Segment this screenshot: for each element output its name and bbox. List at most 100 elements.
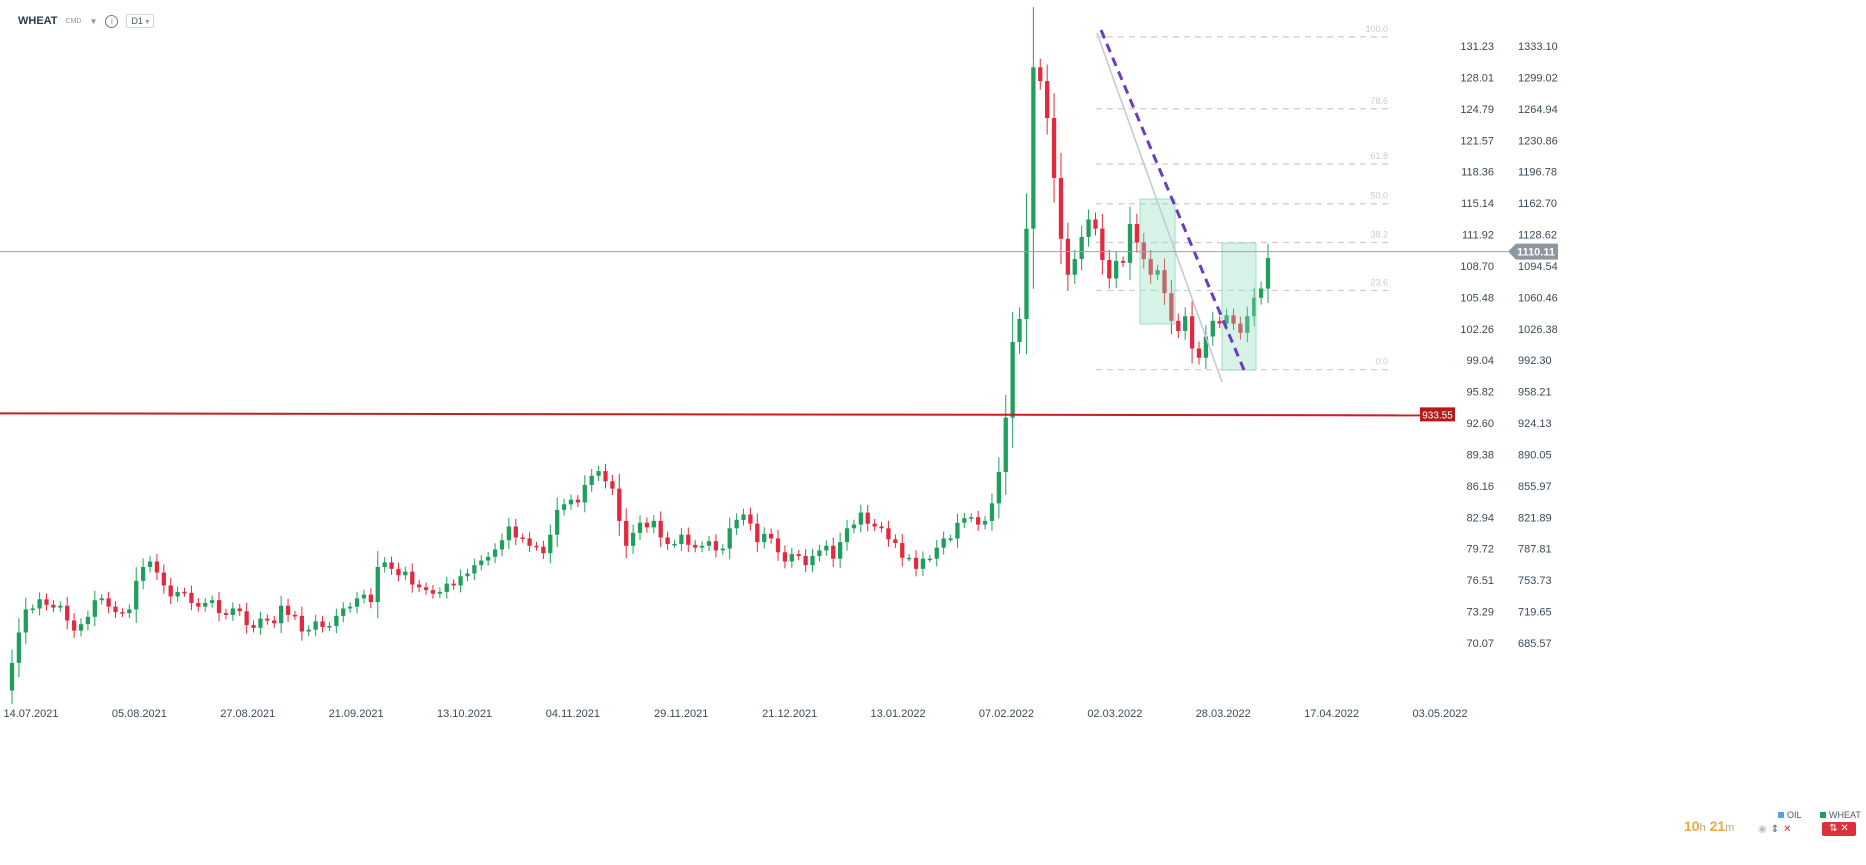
symbol-label[interactable]: WHEAT xyxy=(18,15,58,27)
legend-oil[interactable]: OIL xyxy=(1778,810,1802,820)
candle-body xyxy=(817,550,822,556)
candle-body xyxy=(1169,293,1174,321)
y-left-tick-label: 108.70 xyxy=(1460,261,1494,273)
candle-body xyxy=(1024,228,1029,319)
fib-level-label: 23.6 xyxy=(1370,277,1388,287)
candle-body xyxy=(886,528,891,540)
y-right-tick-label: 1162.70 xyxy=(1518,198,1557,210)
candle-body xyxy=(120,612,125,614)
candle-body xyxy=(989,503,995,521)
candle-body xyxy=(237,608,242,612)
candle-body xyxy=(437,591,443,594)
timer-minutes: 21 xyxy=(1709,818,1726,834)
candle-body xyxy=(589,475,594,485)
candle-body xyxy=(403,571,408,576)
candle-body xyxy=(334,615,339,627)
candle-body xyxy=(1114,260,1119,279)
candle-body xyxy=(851,524,857,529)
candle-body xyxy=(665,537,670,544)
zone-rectangle[interactable] xyxy=(1139,198,1176,325)
candle-body xyxy=(58,605,63,608)
trend-line-grey[interactable] xyxy=(1096,32,1223,383)
candle-body xyxy=(92,600,97,617)
info-icon[interactable]: i xyxy=(105,14,119,28)
candle-body xyxy=(630,532,636,546)
candle-body xyxy=(789,554,794,562)
candle-body xyxy=(568,499,574,505)
candle-body xyxy=(907,557,912,560)
timeframe-select[interactable]: D1 ▾ xyxy=(126,14,155,28)
y-left-tick-label: 99.04 xyxy=(1466,355,1494,367)
x-tick-label: 28.03.2022 xyxy=(1196,708,1251,720)
y-left-tick-label: 76.51 xyxy=(1466,575,1494,587)
candle-body xyxy=(920,558,926,569)
x-tick-label: 05.08.2021 xyxy=(112,708,167,720)
candle-body xyxy=(969,517,974,519)
fib-level-label: 78.6 xyxy=(1370,96,1388,106)
support-price-badge xyxy=(1420,407,1455,422)
candle-body xyxy=(106,598,111,607)
x-axis: 14.07.2021 05.08.2021 27.08.2021 21.09.2021… xyxy=(3,708,1467,720)
candle-body xyxy=(996,472,1001,504)
candle-body xyxy=(140,567,146,581)
candle-body xyxy=(154,561,160,573)
x-tick-label: 13.10.2021 xyxy=(437,708,492,720)
candle-body xyxy=(279,605,284,624)
candle-body xyxy=(796,554,801,556)
y-right-tick-label: 958.21 xyxy=(1518,387,1552,399)
candle-body xyxy=(1189,316,1195,349)
candle-body xyxy=(672,543,677,546)
session-timer: 10h 21m xyxy=(1684,818,1734,834)
y-left-tick-label: 121.57 xyxy=(1460,135,1494,147)
candle-body xyxy=(1183,316,1188,331)
eye-icon[interactable]: ◉ xyxy=(1758,824,1767,835)
candle-body xyxy=(879,526,884,529)
candle-body xyxy=(803,555,808,566)
candle-body xyxy=(244,611,249,626)
candle-body xyxy=(389,562,394,569)
y-right-tick-label: 924.13 xyxy=(1518,418,1552,430)
y-left-tick-label: 124.79 xyxy=(1460,104,1494,116)
candle-body xyxy=(375,567,380,603)
candle-body xyxy=(768,533,774,539)
candle-body xyxy=(810,555,815,566)
close-icon[interactable]: ✕ xyxy=(1783,824,1792,835)
candle-body xyxy=(1162,270,1167,294)
candle-body xyxy=(499,540,505,550)
chevron-down-icon[interactable]: ▼ xyxy=(89,16,98,26)
reorder-icon[interactable]: ⇕ xyxy=(1770,824,1780,835)
current-price-badge xyxy=(1508,243,1558,260)
candle-body xyxy=(527,538,532,546)
y-right-tick-label: 753.73 xyxy=(1518,575,1552,587)
candle-body xyxy=(127,609,132,614)
candle-body xyxy=(327,626,332,628)
candle-body xyxy=(147,561,153,568)
candle-body xyxy=(37,599,42,609)
candle-body xyxy=(492,549,498,557)
x-tick-label: 21.09.2021 xyxy=(329,708,384,720)
candle-body xyxy=(948,538,953,540)
legend-oil-label: OIL xyxy=(1787,810,1802,820)
candle-body xyxy=(1238,323,1243,333)
fib-level-label: 61.8 xyxy=(1370,151,1388,161)
remove-series-button[interactable]: ⇅ ✕ xyxy=(1822,822,1856,836)
legend-wheat[interactable]: WHEAT xyxy=(1820,810,1861,820)
candles xyxy=(9,7,1271,704)
candle-body xyxy=(679,534,684,544)
chart-header: WHEAT CMD ▼ i D1 ▾ xyxy=(18,14,155,28)
candle-body xyxy=(637,522,643,533)
candle-body xyxy=(292,614,298,617)
candle-body xyxy=(444,583,449,592)
candle-body xyxy=(1210,320,1215,337)
y-left-tick-label: 73.29 xyxy=(1466,607,1494,619)
candle-body xyxy=(417,584,422,588)
candle-body xyxy=(1079,236,1084,260)
candle-body xyxy=(361,594,367,599)
current-price-label: 1110.11 xyxy=(1517,247,1555,259)
candle-body xyxy=(1203,336,1209,358)
zone-rectangle[interactable] xyxy=(1221,242,1257,371)
trend-line-dashed[interactable] xyxy=(1099,29,1246,371)
support-line[interactable] xyxy=(0,412,1421,417)
candle-body xyxy=(1017,318,1022,343)
